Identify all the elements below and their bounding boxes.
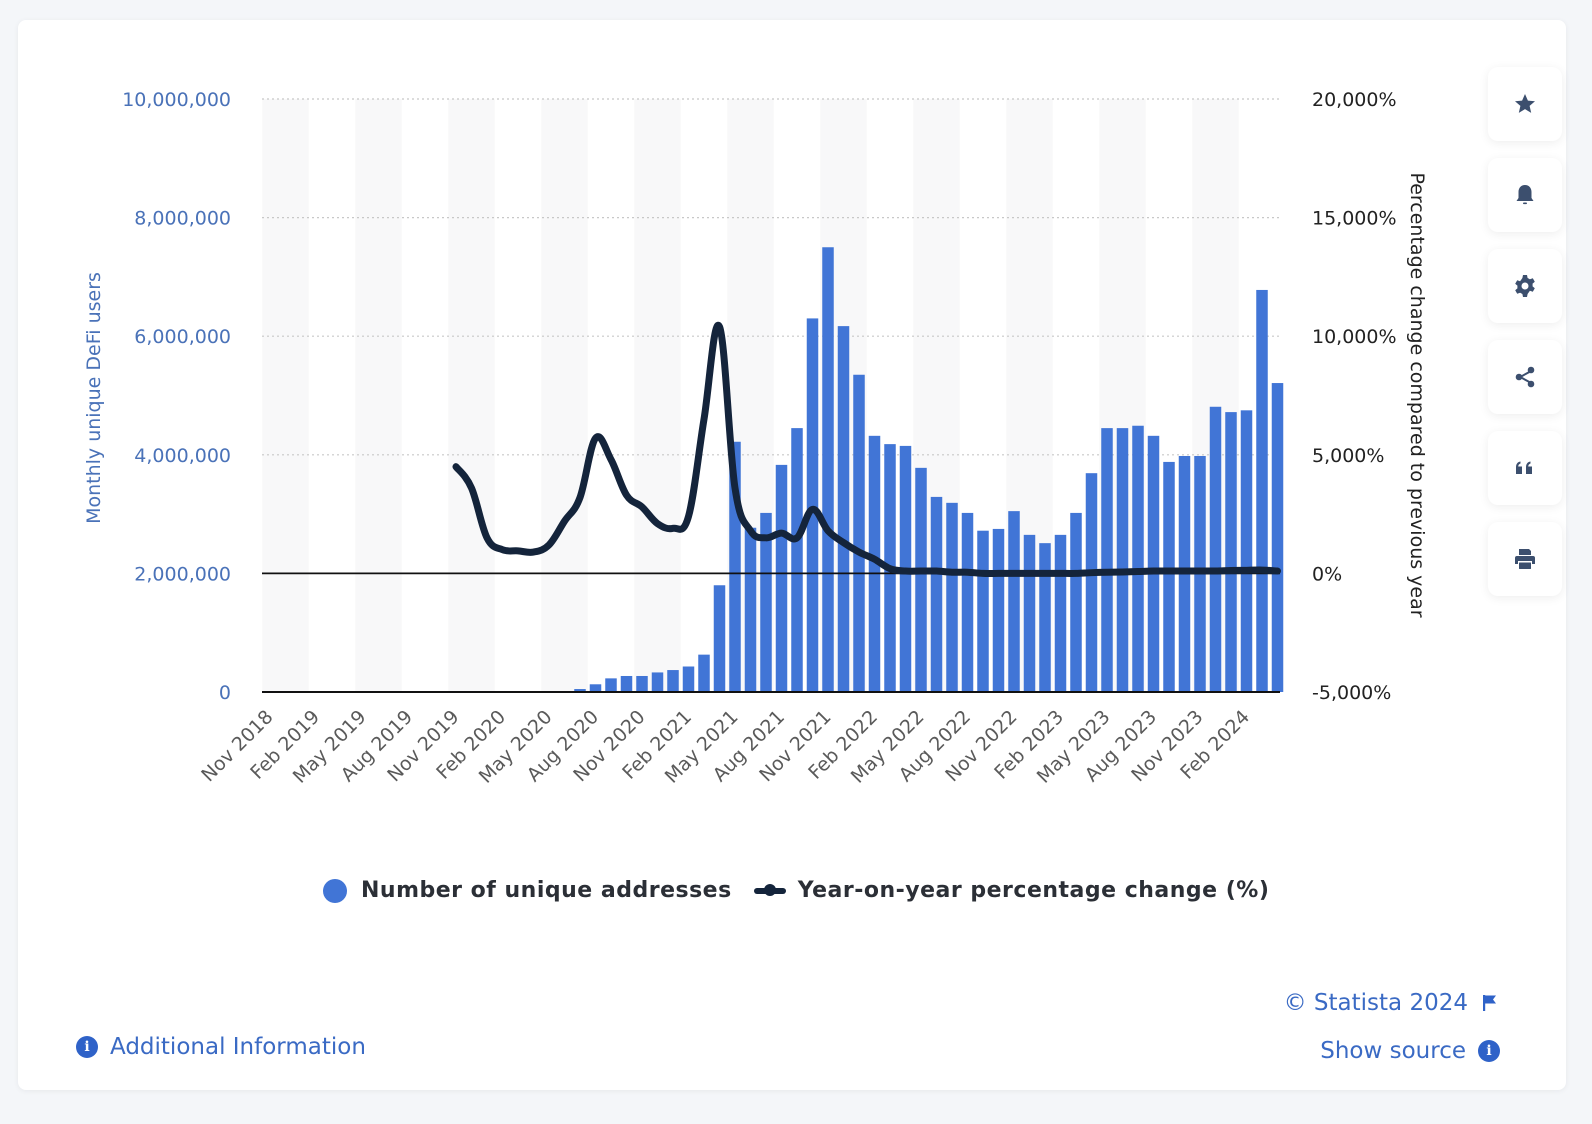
bar	[992, 528, 1005, 692]
copyright-label[interactable]: © Statista 2024	[1283, 990, 1468, 1016]
additional-information-link[interactable]: i Additional Information	[76, 1034, 366, 1060]
bar	[1101, 428, 1113, 692]
left-tick-label: 2,000,000	[134, 563, 231, 585]
right-tick-label: 5,000%	[1312, 445, 1384, 467]
print-icon	[1515, 549, 1535, 569]
print-button[interactable]	[1488, 522, 1562, 596]
bar	[1240, 410, 1253, 692]
bar	[1054, 534, 1067, 692]
bar	[775, 464, 788, 692]
right-axis-title: Percentage change compared to previous y…	[1406, 172, 1428, 617]
bar	[651, 672, 664, 692]
bar	[1163, 461, 1175, 692]
gear-icon	[1515, 275, 1535, 297]
background-band	[541, 99, 588, 692]
bar	[930, 496, 943, 692]
show-source-link[interactable]: Show source i	[1320, 1038, 1500, 1064]
background-band	[448, 99, 495, 692]
bar	[620, 675, 633, 692]
bar	[1256, 289, 1268, 692]
bar	[1008, 511, 1020, 692]
bar	[961, 512, 974, 692]
side-toolbar	[1488, 67, 1562, 613]
line-series	[452, 321, 1281, 577]
chart: 0 2,000,000 4,000,000 6,000,000 8,000,000 10,…	[83, 89, 1428, 788]
bar	[1023, 534, 1036, 692]
bar	[791, 428, 803, 692]
bar	[698, 654, 710, 692]
left-axis-title: Monthly unique DeFi users	[83, 272, 105, 524]
legend-item-yoy-change[interactable]: Year-on-year percentage change (%)	[753, 878, 1270, 903]
right-tick-label: 10,000%	[1312, 326, 1397, 348]
legend-label: Year-on-year percentage change (%)	[797, 878, 1270, 903]
bar	[915, 467, 927, 692]
right-tick-label: 20,000%	[1312, 89, 1397, 111]
bar	[667, 670, 679, 692]
bar	[1116, 428, 1129, 692]
bar	[822, 247, 834, 692]
bar	[574, 689, 586, 692]
copyright: © Statista 2024	[1284, 990, 1498, 1016]
legend-dot-icon	[323, 878, 347, 903]
bell-icon	[1516, 185, 1534, 205]
bar	[1039, 543, 1051, 692]
chart-card: 0 2,000,000 4,000,000 6,000,000 8,000,000 10,…	[18, 20, 1566, 1090]
bar	[760, 512, 772, 692]
info-icon: i	[1478, 1040, 1500, 1062]
bar	[744, 527, 757, 692]
show-source-label: Show source	[1320, 1038, 1466, 1064]
bar	[806, 318, 819, 692]
legend: Number of unique addresses Year-on-year …	[323, 878, 1291, 903]
legend-item-unique-addresses[interactable]: Number of unique addresses	[323, 878, 732, 903]
legend-label: Number of unique addresses	[361, 878, 732, 903]
bar	[868, 435, 881, 692]
share-button[interactable]	[1488, 340, 1562, 414]
favorite-button[interactable]	[1488, 67, 1562, 141]
additional-information-label: Additional Information	[110, 1034, 366, 1060]
bar	[1147, 435, 1160, 692]
info-icon: i	[76, 1036, 98, 1058]
legend-line-icon	[753, 883, 786, 896]
bar	[1209, 406, 1222, 692]
right-tick-label: 0%	[1312, 563, 1342, 585]
bar	[1085, 473, 1098, 692]
left-tick-label: 6,000,000	[134, 326, 231, 348]
bar	[837, 326, 850, 692]
bar-series	[574, 247, 1284, 692]
right-axis-ticks: -5,000% 0% 5,000% 10,000% 15,000% 20,000%	[1312, 89, 1397, 704]
left-tick-label: 4,000,000	[134, 445, 231, 467]
left-tick-label: 8,000,000	[134, 208, 231, 230]
bar	[729, 441, 741, 692]
yoy-line	[452, 321, 1281, 577]
bar	[1271, 383, 1284, 692]
settings-button[interactable]	[1488, 249, 1562, 323]
notification-button[interactable]	[1488, 158, 1562, 232]
bar	[1225, 412, 1237, 692]
background-band	[262, 99, 309, 692]
bar	[1132, 425, 1144, 692]
bar	[682, 666, 695, 692]
flag-icon[interactable]	[1482, 994, 1498, 1012]
bar	[713, 585, 726, 692]
right-tick-label: 15,000%	[1312, 208, 1397, 230]
left-tick-label: 10,000,000	[122, 89, 231, 111]
share-icon	[1515, 366, 1535, 388]
cite-button[interactable]	[1488, 431, 1562, 505]
right-tick-label: -5,000%	[1312, 682, 1391, 704]
bar	[946, 502, 958, 692]
bar	[853, 374, 865, 692]
star-icon	[1515, 94, 1535, 113]
background-band	[355, 99, 402, 692]
bar	[589, 684, 602, 692]
bar	[1070, 512, 1082, 692]
bar	[605, 678, 617, 692]
quote-icon	[1516, 461, 1532, 474]
bar	[977, 530, 989, 692]
background-band	[634, 99, 681, 692]
bar	[636, 675, 648, 692]
left-tick-label: 0	[219, 682, 231, 704]
left-axis-ticks: 0 2,000,000 4,000,000 6,000,000 8,000,000 10,…	[122, 89, 231, 704]
